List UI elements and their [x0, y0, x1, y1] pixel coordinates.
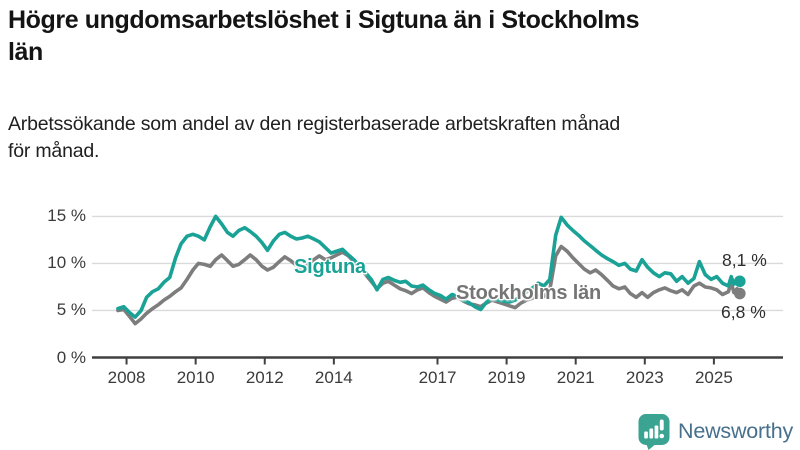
y-axis-label-10: 10 %	[47, 253, 86, 273]
page-title-line2: län	[8, 38, 43, 66]
x-axis-label-2010: 2010	[176, 368, 215, 387]
x-axis-label-2017: 2017	[418, 368, 457, 387]
page-subtitle-line1: Arbetssökande som andel av den registerb…	[8, 113, 621, 135]
newsworthy-logo-icon	[638, 414, 670, 450]
end-value-label-stockholms-lan: 6,8 %	[721, 302, 766, 322]
page-subtitle: Arbetssökande som andel av den registerb…	[8, 111, 792, 165]
series-label-stockholms-lan: Stockholms län	[456, 282, 602, 304]
newsworthy-logo[interactable]: Newsworthy	[637, 412, 793, 450]
x-axis-label-2019: 2019	[487, 368, 526, 387]
page-title: Högre ungdomsarbetslöshet i Sigtuna än i…	[8, 4, 792, 68]
y-axis-label-5: 5 %	[56, 300, 86, 320]
end-value-label-sigtuna: 8,1 %	[722, 250, 767, 270]
x-axis-label-2025: 2025	[694, 368, 733, 387]
end-dot-stockholms-l-n	[734, 287, 746, 300]
newsworthy-logo-text: Newsworthy	[678, 418, 794, 443]
x-axis-label-2008: 2008	[107, 368, 146, 387]
end-dot-sigtuna	[734, 275, 746, 288]
x-axis-label-2023: 2023	[625, 368, 664, 387]
page-title-line1: Högre ungdomsarbetslöshet i Sigtuna än i…	[8, 6, 640, 34]
x-axis-label-2014: 2014	[314, 368, 353, 387]
y-axis-label-15: 15 %	[47, 206, 86, 226]
series-label-sigtuna: Sigtuna	[294, 256, 366, 278]
line-sigtuna	[116, 214, 742, 319]
page-subtitle-line2: för månad.	[8, 140, 100, 162]
line-stockholms-l-n	[116, 244, 742, 326]
x-axis-label-2012: 2012	[245, 368, 284, 387]
x-axis-label-2021: 2021	[556, 368, 595, 387]
y-axis-label-0: 0 %	[56, 347, 86, 367]
